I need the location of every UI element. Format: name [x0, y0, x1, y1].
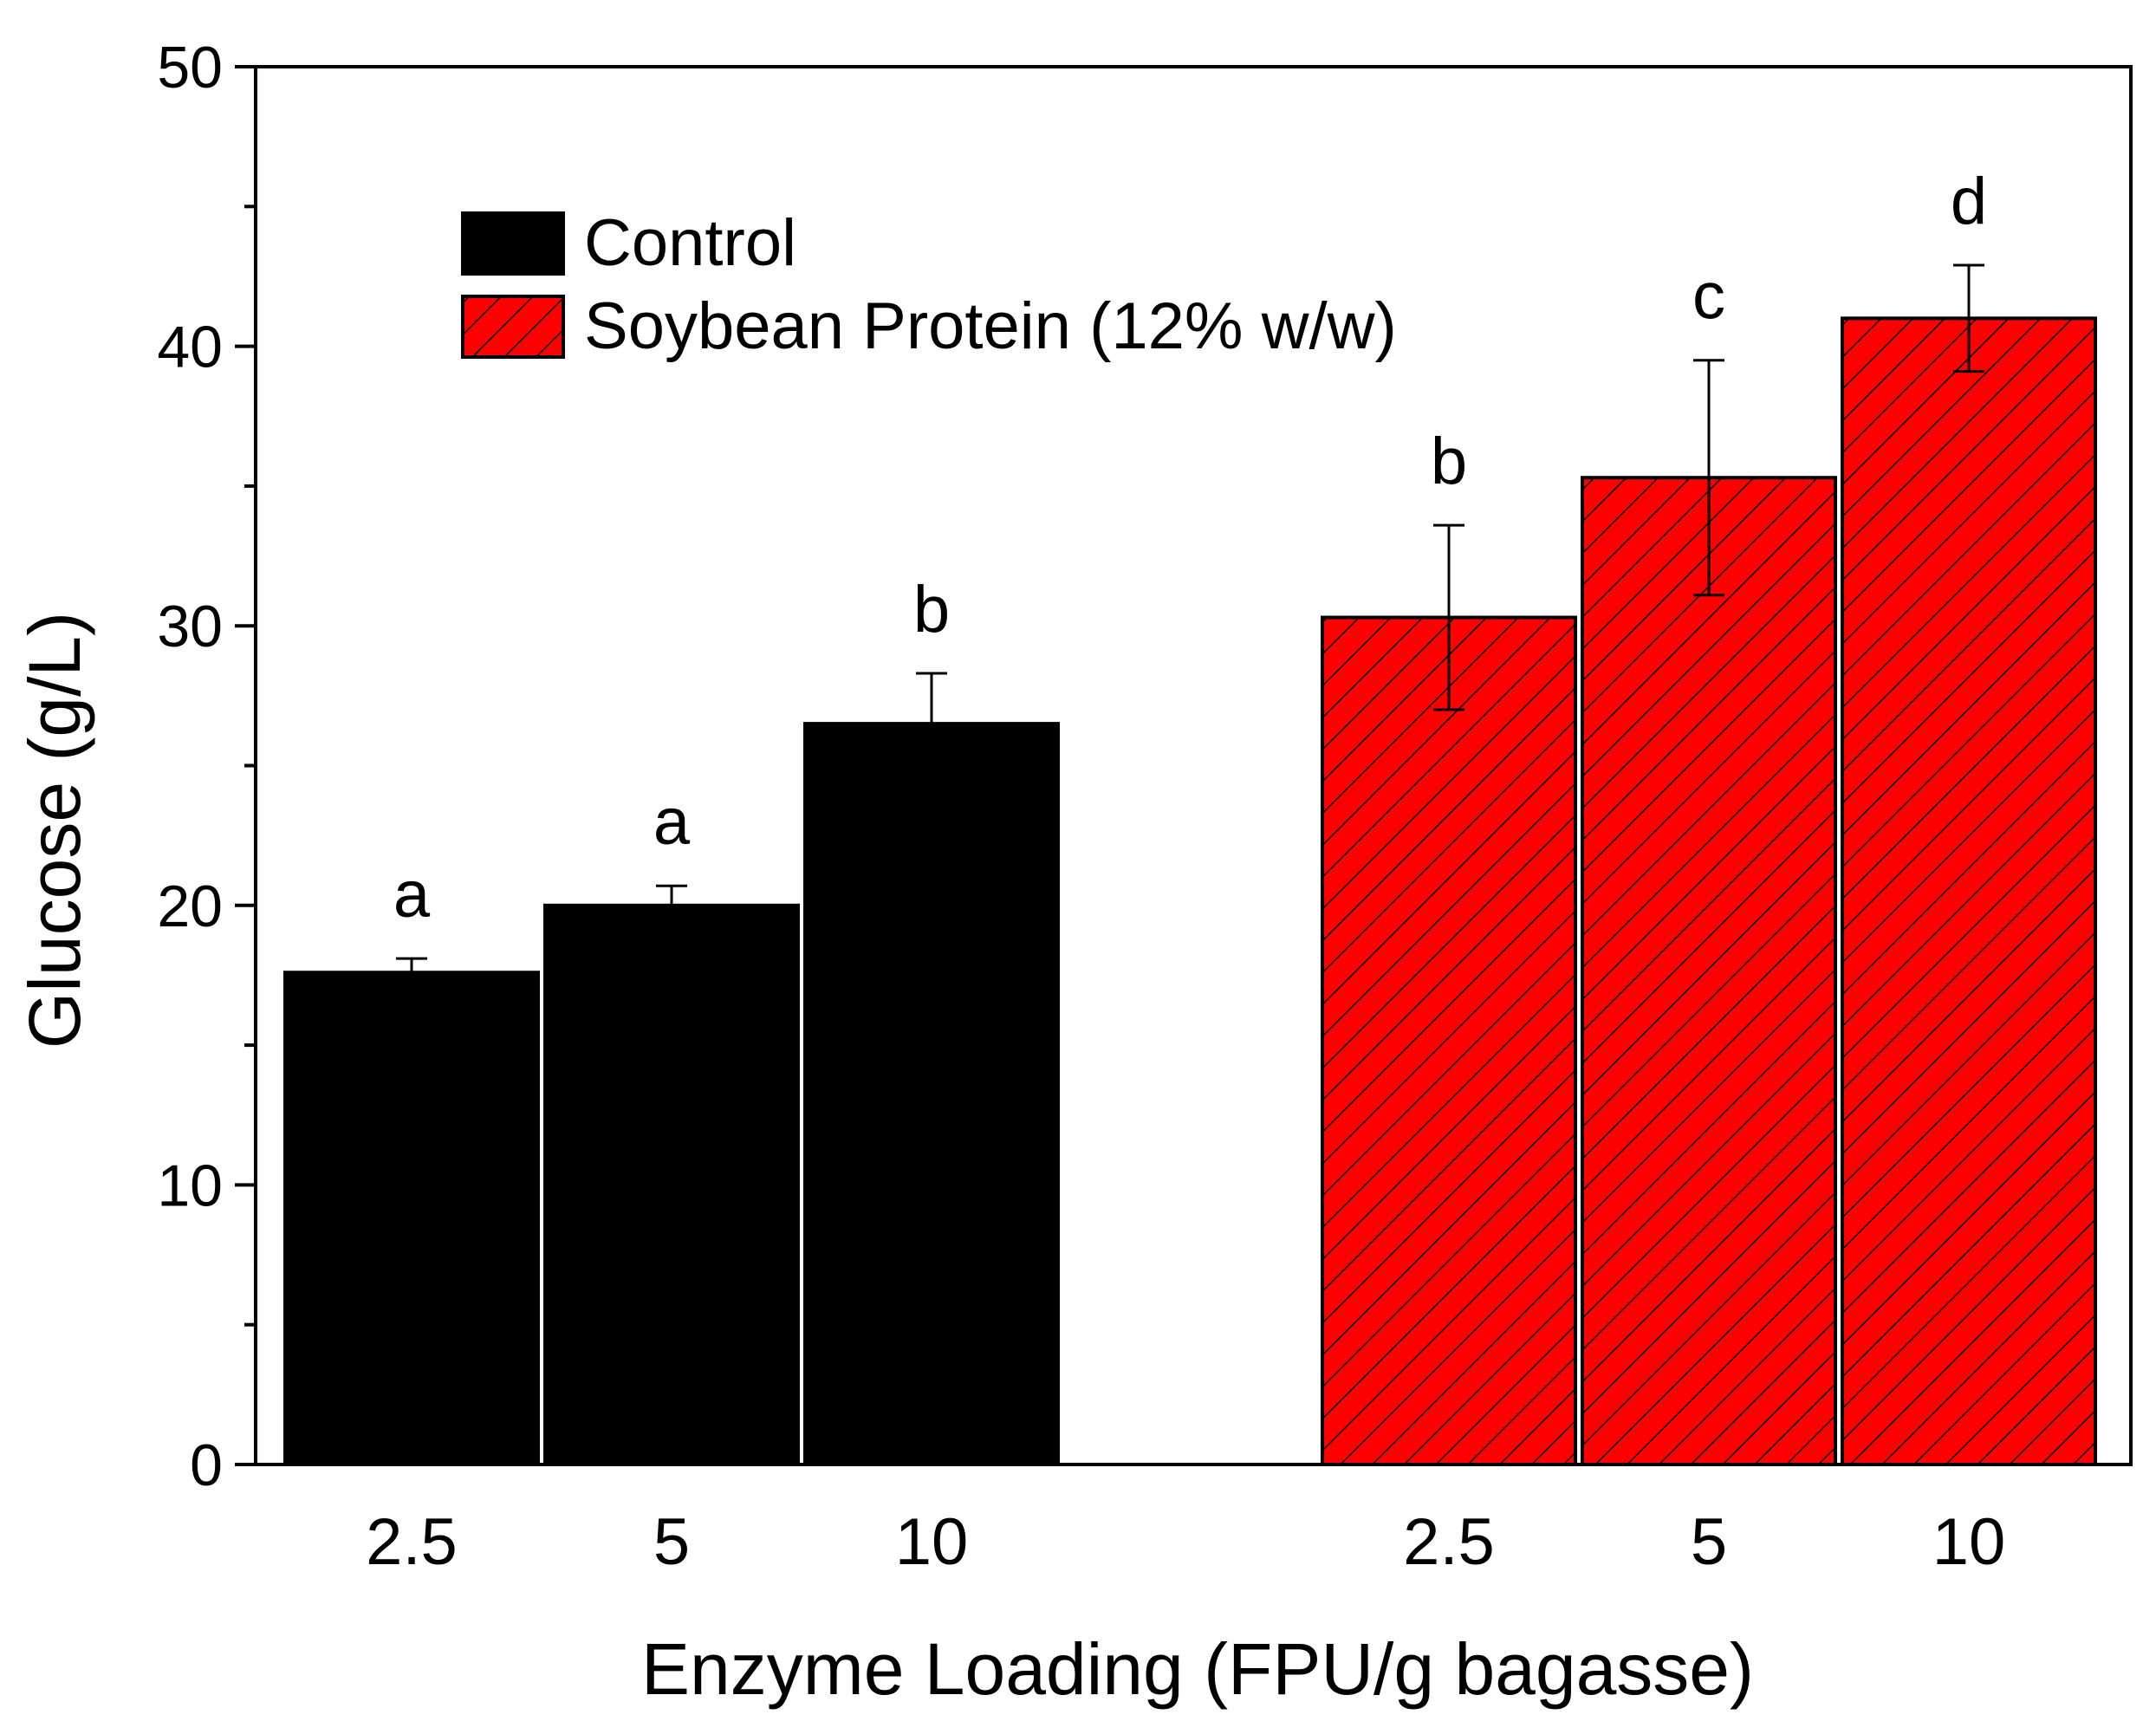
x-tick-label: 10	[1932, 1505, 2006, 1579]
x-tick-label: 5	[653, 1505, 690, 1579]
x-axis-title: Enzyme Loading (FPU/g bagasse)	[641, 1628, 1754, 1710]
bar	[1581, 476, 1837, 1466]
significance-letter: a	[393, 858, 431, 932]
bar	[1321, 615, 1577, 1466]
bar	[543, 903, 800, 1467]
significance-letter: b	[1431, 425, 1467, 498]
legend-label: Control	[584, 206, 796, 280]
legend-swatch	[461, 295, 565, 359]
x-tick-label: 5	[1691, 1505, 1727, 1579]
legend-swatch	[461, 211, 565, 276]
y-tick-label: 50	[157, 35, 223, 101]
y-axis-title: Glucose (g/L)	[14, 612, 95, 1049]
bar	[283, 971, 540, 1466]
y-tick-label: 10	[157, 1153, 223, 1218]
legend: Control Soybean Protein (12% w/w)	[461, 206, 1397, 363]
y-tick-label: 40	[157, 315, 223, 380]
significance-letter: a	[653, 785, 691, 859]
y-tick-label: 30	[157, 594, 223, 659]
x-tick-label: 2.5	[1403, 1505, 1495, 1579]
x-tick-label: 2.5	[366, 1505, 458, 1579]
bar	[1841, 316, 2097, 1467]
significance-letter: b	[913, 573, 950, 646]
significance-letter: d	[1951, 165, 1987, 238]
x-tick-label: 10	[895, 1505, 969, 1579]
significance-letter: c	[1692, 260, 1725, 334]
legend-label: Soybean Protein (12% w/w)	[584, 289, 1397, 363]
bar	[803, 722, 1060, 1466]
y-tick-label: 20	[157, 873, 223, 939]
y-tick-label: 0	[190, 1432, 223, 1498]
